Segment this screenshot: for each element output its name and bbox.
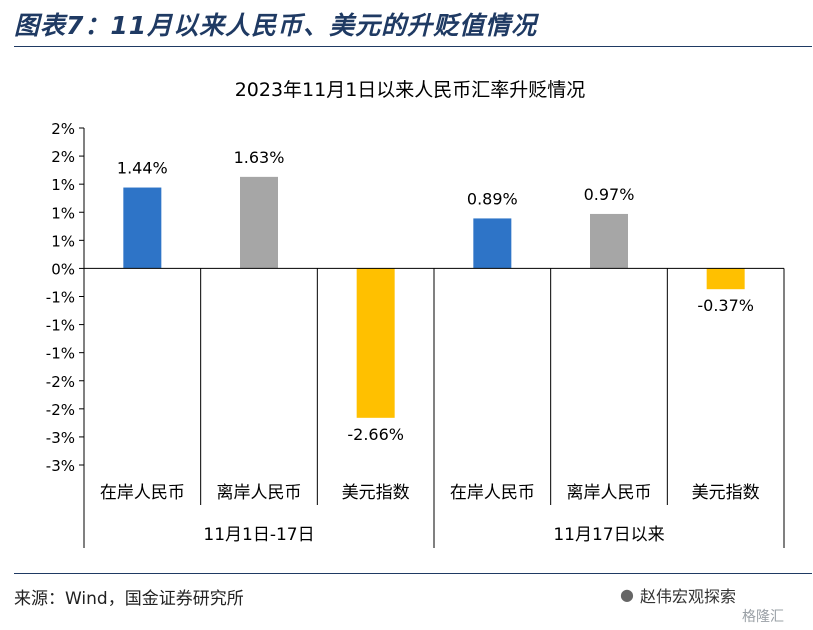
x-group-label: 11月1日-17日 xyxy=(203,525,314,545)
bar xyxy=(706,268,745,290)
source-note: 来源：Wind，国金证券研究所 xyxy=(14,589,244,609)
bar xyxy=(590,213,628,269)
watermark-gelonghui: 格隆汇 xyxy=(742,609,784,625)
watermark: 赵伟宏观探索 xyxy=(640,587,737,606)
bar xyxy=(356,268,395,418)
y-tick-label: 1% xyxy=(51,176,75,194)
y-tick-label: 1% xyxy=(51,232,75,250)
bar-value-label: 0.89% xyxy=(467,189,518,208)
y-axis: 2% 2% 1% 1% 1% 0% -1% -1% -1% -2% -2% -3% -3% xyxy=(46,120,85,475)
x-category-label: 离岸人民币 xyxy=(217,483,302,503)
x-category-label: 离岸人民币 xyxy=(567,483,652,503)
bar xyxy=(240,176,278,269)
y-tick-label: -3% xyxy=(46,457,75,475)
y-tick-label: -3% xyxy=(46,429,75,447)
bar-value-label: -2.66% xyxy=(347,425,404,444)
y-tick-label: -1% xyxy=(46,345,75,363)
bars: 1.44% 1.63% -2.66% 0.89% 0.97% -0.37% xyxy=(117,148,754,444)
wechat-icon: ● xyxy=(620,585,634,604)
y-tick-label: -1% xyxy=(46,289,75,307)
y-tick-label: -2% xyxy=(46,373,75,391)
x-category-label: 美元指数 xyxy=(342,483,410,503)
bottom-rule xyxy=(14,573,812,574)
y-tick-label: 2% xyxy=(51,148,75,166)
y-tick-label: 2% xyxy=(51,120,75,138)
bar xyxy=(123,187,162,269)
y-tick-label: -1% xyxy=(46,317,75,335)
x-category-label: 美元指数 xyxy=(692,483,760,503)
bar-value-label: 0.97% xyxy=(584,185,635,204)
chart-title: 2023年11月1日以来人民币汇率升贬情况 xyxy=(235,79,586,101)
bar-value-label: 1.44% xyxy=(117,159,168,178)
x-axis: 在岸人民币 离岸人民币 美元指数 在岸人民币 离岸人民币 美元指数 11月1日-17日 11月… xyxy=(83,267,785,548)
x-group-label: 11月17日以来 xyxy=(553,525,664,545)
bar-value-label: 1.63% xyxy=(234,148,285,167)
top-rule xyxy=(14,46,812,47)
x-category-label: 在岸人民币 xyxy=(100,483,185,503)
y-tick-label: 1% xyxy=(51,204,75,222)
figure-title: 图表7：11月以来人民币、美元的升贬值情况 xyxy=(14,11,538,40)
x-category-label: 在岸人民币 xyxy=(450,483,535,503)
y-tick-label: 0% xyxy=(51,260,75,278)
bar xyxy=(473,218,512,269)
bar-value-label: -0.37% xyxy=(697,296,754,315)
y-tick-label: -2% xyxy=(46,401,75,419)
